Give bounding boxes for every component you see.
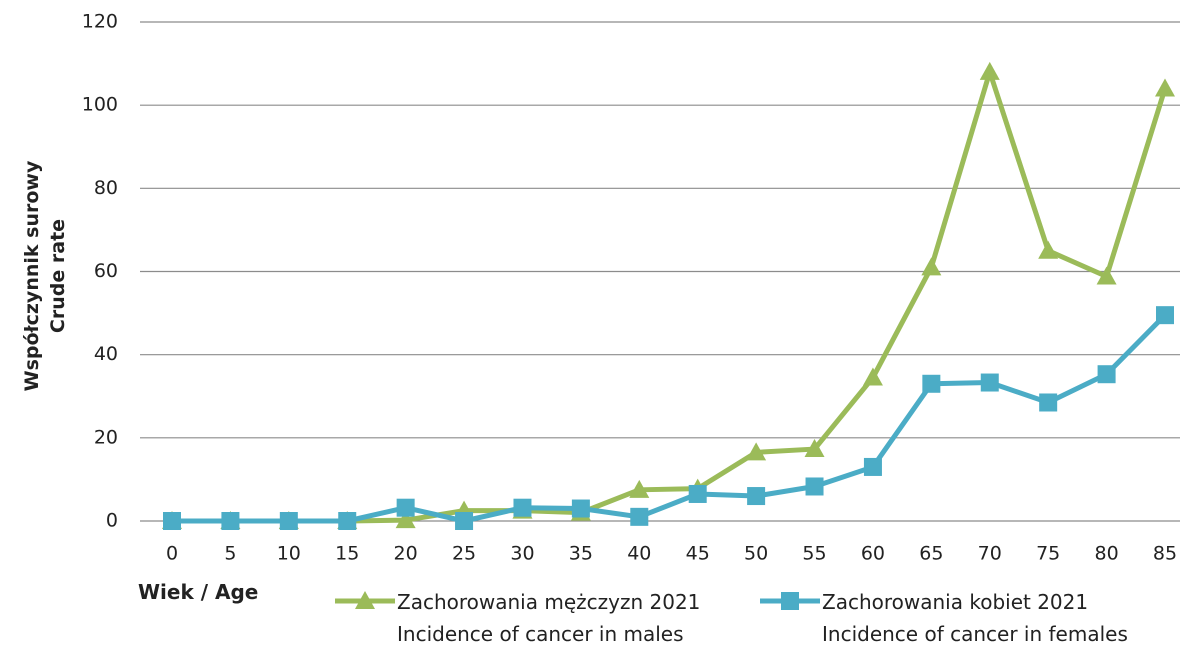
y-tick-label: 40 <box>94 343 118 365</box>
x-tick-label: 85 <box>1153 543 1177 565</box>
x-tick-label: 80 <box>1094 543 1118 565</box>
point <box>922 374 941 393</box>
x-tick-label: 75 <box>1036 543 1060 565</box>
point <box>804 439 825 458</box>
point <box>355 591 375 609</box>
point <box>1038 240 1059 259</box>
y-tick-label: 20 <box>94 426 118 448</box>
point <box>396 498 415 517</box>
point <box>455 512 474 530</box>
point <box>805 477 824 496</box>
x-tick-label: 50 <box>744 543 768 565</box>
point <box>630 507 649 526</box>
x-tick-label: 55 <box>802 543 826 565</box>
point <box>980 373 999 392</box>
point <box>862 367 883 386</box>
y-tick-label: 100 <box>82 94 118 116</box>
x-tick-label: 5 <box>224 543 236 565</box>
point <box>1096 266 1117 285</box>
x-tick-label: 45 <box>686 543 710 565</box>
series-line <box>172 69 1168 524</box>
x-tick-label: 70 <box>978 543 1002 565</box>
y-tick-label: 80 <box>94 177 118 199</box>
y-axis-label: Współczynnik surowy Crude rate <box>21 160 69 392</box>
point <box>1155 78 1175 97</box>
point <box>1097 365 1116 384</box>
x-tick-label: 40 <box>627 543 651 565</box>
legend-label: Zachorowania kobiet 2021 Incidence of ca… <box>822 590 1128 646</box>
x-tick-label: 20 <box>394 543 418 565</box>
x-tick-label: 10 <box>277 543 301 565</box>
point <box>1156 306 1174 325</box>
x-axis-label: Wiek / Age <box>138 580 259 604</box>
point <box>863 457 882 476</box>
point <box>221 512 240 530</box>
y-tick-label: 0 <box>106 510 118 532</box>
y-tick-label: 60 <box>94 260 118 282</box>
point <box>279 512 298 530</box>
y-tick-label: 120 <box>82 11 118 33</box>
point <box>688 484 707 503</box>
point <box>163 512 181 530</box>
x-tick-label: 25 <box>452 543 476 565</box>
legend-label: Zachorowania mężczyzn 2021 Incidence of … <box>397 590 701 646</box>
point <box>571 499 590 518</box>
point <box>513 498 532 517</box>
x-tick-label: 60 <box>861 543 885 565</box>
point <box>746 442 767 461</box>
point <box>781 592 799 610</box>
point <box>338 512 357 530</box>
point <box>921 257 942 276</box>
point <box>1039 393 1058 412</box>
x-tick-label: 0 <box>166 543 178 565</box>
x-tick-label: 15 <box>335 543 359 565</box>
series-line <box>172 313 1167 524</box>
point <box>747 487 766 506</box>
x-tick-label: 65 <box>919 543 943 565</box>
x-tick-label: 30 <box>510 543 534 565</box>
x-tick-label: 35 <box>569 543 593 565</box>
point <box>979 61 1000 80</box>
point <box>629 479 650 498</box>
point <box>395 510 416 529</box>
